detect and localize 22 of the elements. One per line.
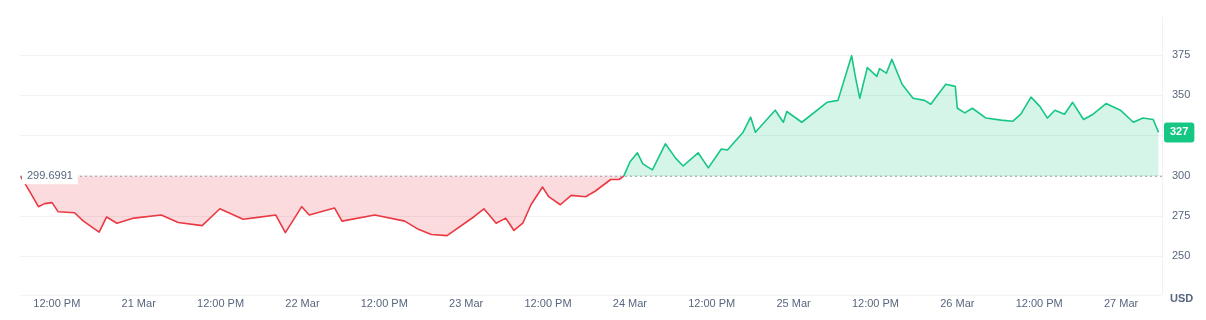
x-tick-label: 12:00 PM bbox=[524, 297, 572, 310]
x-tick-label: 24 Mar bbox=[612, 297, 648, 310]
x-tick-label: 25 Mar bbox=[776, 297, 812, 310]
y-axis-title: USD bbox=[1170, 291, 1194, 304]
x-tick-label: 22 Mar bbox=[285, 297, 320, 310]
y-tick-label: 275 bbox=[1172, 209, 1191, 222]
y-tick-label: 375 bbox=[1172, 48, 1191, 61]
x-tick-label: 12:00 PM bbox=[360, 297, 408, 310]
x-tick-label: 26 Mar bbox=[940, 297, 975, 310]
x-tick-label: 12:00 PM bbox=[33, 297, 81, 310]
annotation: 327 bbox=[1170, 125, 1189, 138]
y-tick-label: 300 bbox=[1172, 168, 1191, 181]
x-tick-label: 12:00 PM bbox=[851, 297, 900, 310]
x-tick-label: 23 Mar bbox=[449, 297, 484, 310]
x-tick-label: 21 Mar bbox=[121, 297, 157, 310]
x-tick-label: 12:00 PM bbox=[197, 297, 245, 310]
x-tick-label: 12:00 PM bbox=[688, 297, 736, 310]
ref-line-label: 299.6991 bbox=[27, 169, 73, 182]
y-tick-label: 250 bbox=[1172, 249, 1191, 262]
x-tick-label: 27 Mar bbox=[1103, 297, 1139, 310]
x-tick-label: 12:00 PM bbox=[1015, 297, 1063, 310]
y-tick-label: 350 bbox=[1172, 88, 1191, 101]
